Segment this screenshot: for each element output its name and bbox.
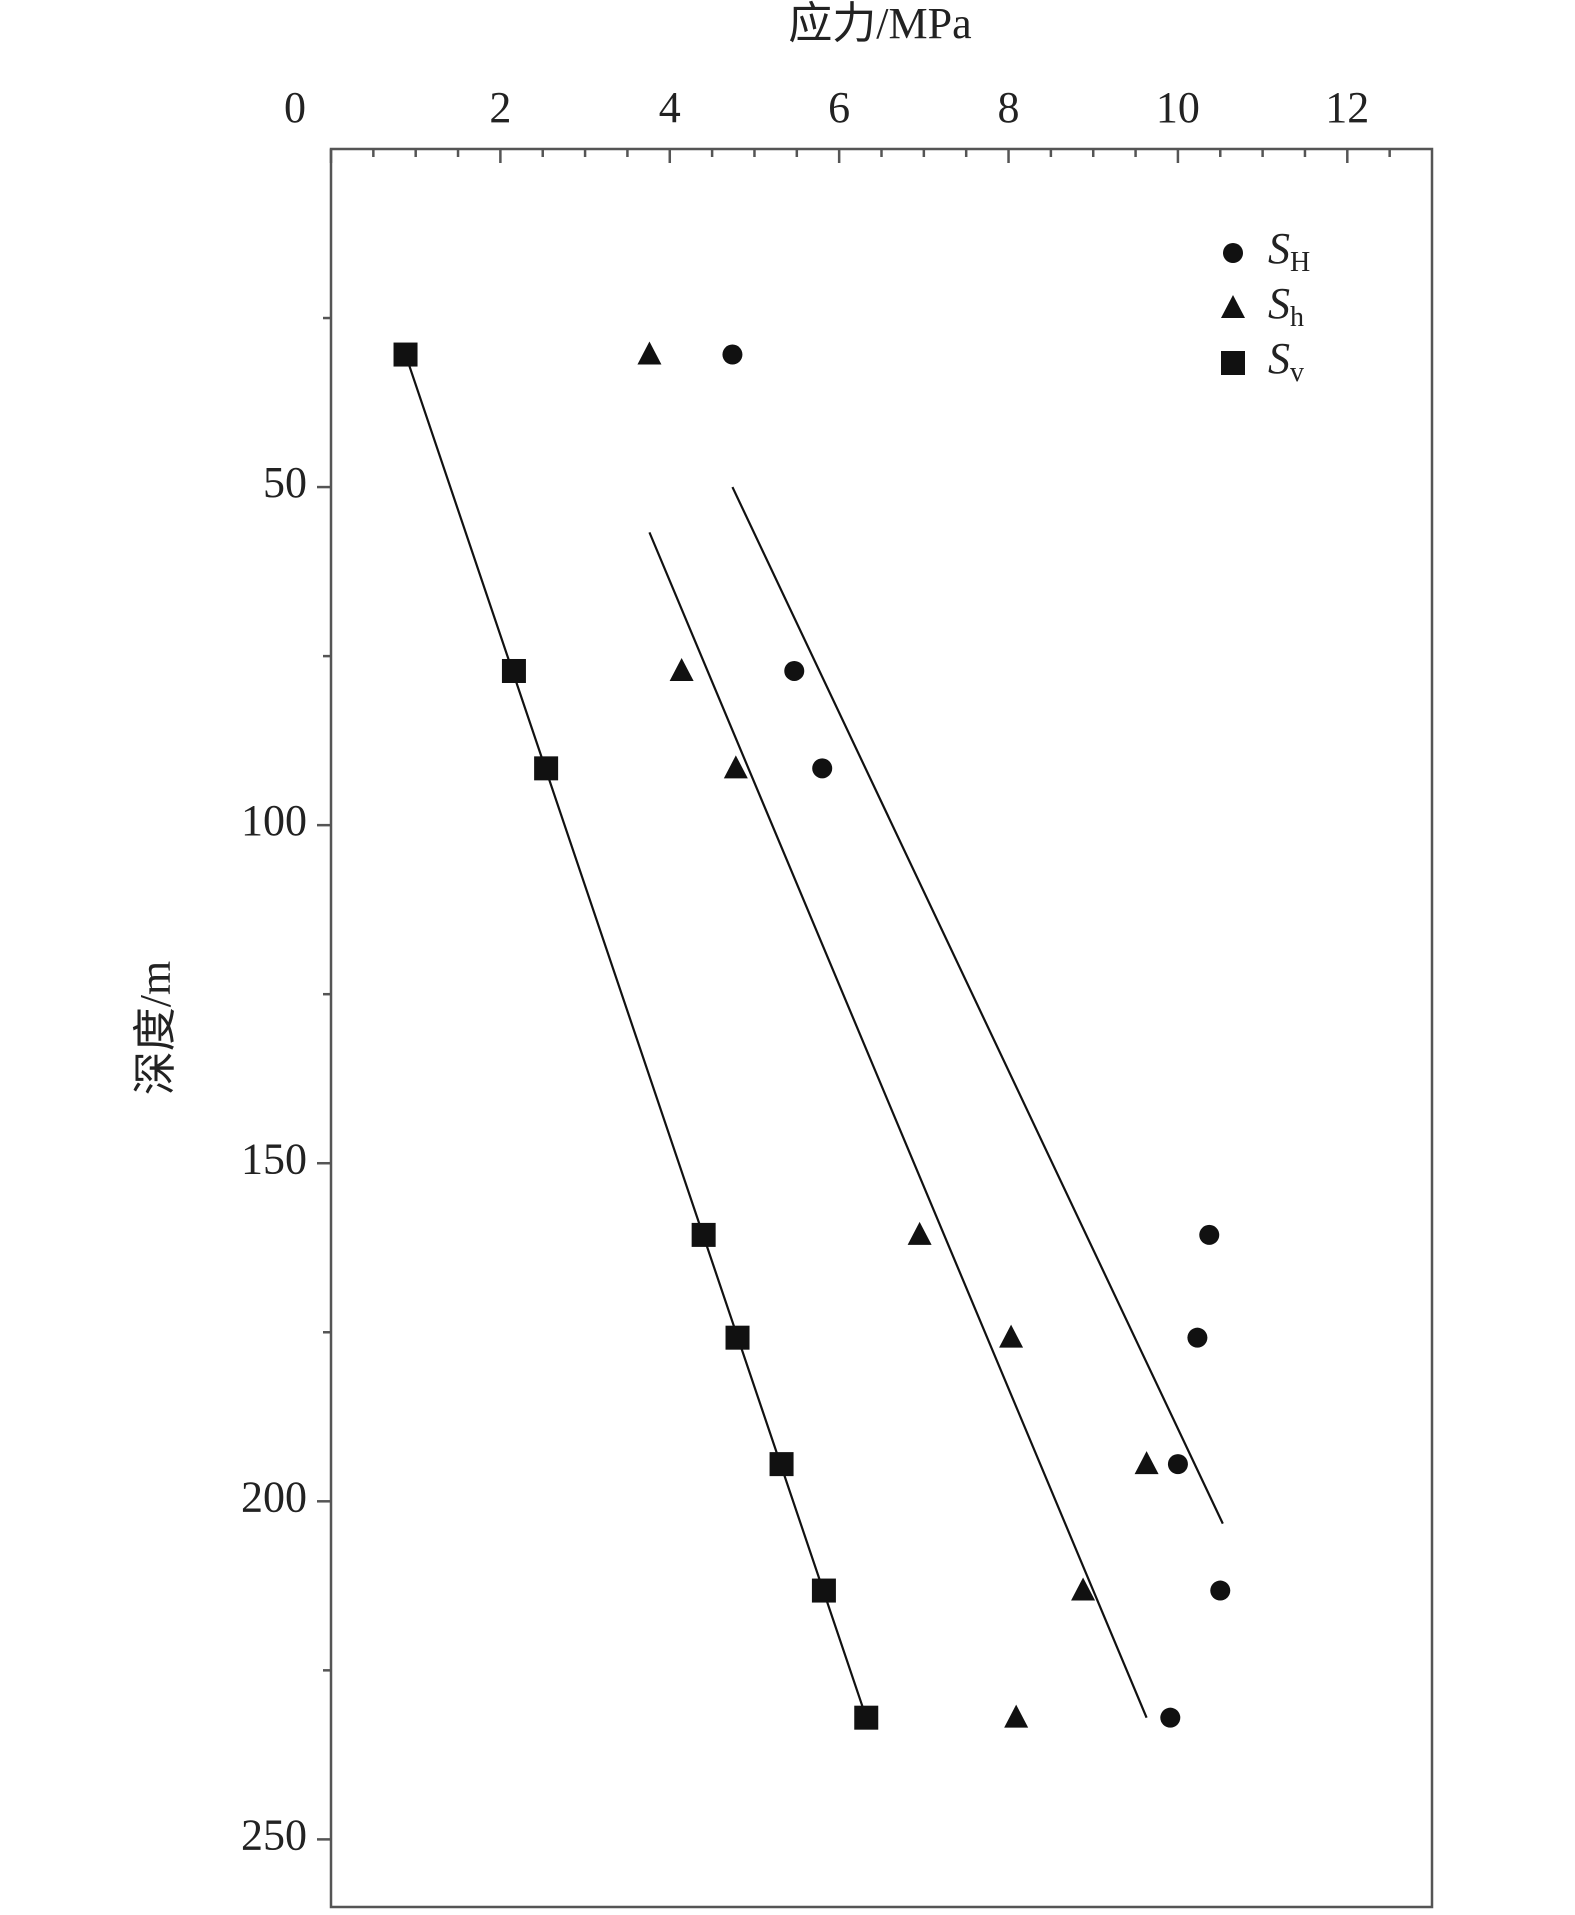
y-axis-title: 深度/m (131, 961, 180, 1095)
point (501, 658, 526, 683)
x-tick-label: 10 (1156, 83, 1200, 132)
point (1160, 1707, 1181, 1728)
y-tick-label: 50 (263, 458, 307, 507)
point (534, 756, 559, 781)
legend-label-main: S (1268, 224, 1290, 273)
point (999, 1324, 1024, 1348)
point (393, 342, 418, 367)
fit-line (731, 486, 1224, 1525)
legend-label-main: S (1268, 279, 1290, 328)
point (812, 758, 833, 779)
legend-marker (1221, 351, 1245, 375)
point (1071, 1577, 1096, 1601)
point (769, 1452, 794, 1477)
legend-label-sub: H (1290, 247, 1310, 278)
legend-label: Sv (1268, 334, 1304, 388)
legend-label-sub: v (1290, 357, 1304, 388)
point (669, 657, 694, 681)
y-tick-label: 250 (241, 1810, 307, 1859)
fit-line (404, 354, 868, 1719)
plot-frame (329, 147, 1434, 1909)
legend-label-main: S (1268, 334, 1290, 383)
x-tick-label: 6 (828, 83, 850, 132)
legend-label: SH (1268, 224, 1310, 278)
point (1210, 1580, 1231, 1601)
point (722, 344, 743, 365)
point (784, 660, 805, 681)
point (637, 341, 662, 365)
point (1167, 1454, 1188, 1475)
x-tick-label: 8 (998, 83, 1020, 132)
point (725, 1325, 750, 1350)
y-tick-label: 100 (241, 796, 307, 845)
y-tick-label: 150 (241, 1134, 307, 1183)
point (811, 1578, 836, 1603)
x-tick-label: 0 (284, 83, 306, 132)
x-tick-label: 4 (659, 83, 681, 132)
point (1199, 1224, 1220, 1245)
y-tick-label: 200 (241, 1472, 307, 1521)
legend-marker (1221, 295, 1245, 318)
legend-label-sub: h (1290, 302, 1304, 333)
x-tick-label: 2 (489, 83, 511, 132)
legend-label: Sh (1268, 279, 1304, 333)
point (1134, 1451, 1159, 1475)
point (907, 1221, 932, 1245)
fit-line (648, 531, 1148, 1719)
x-tick-label: 12 (1325, 83, 1369, 132)
point (854, 1705, 879, 1730)
legend-marker (1223, 243, 1243, 263)
point (1004, 1704, 1029, 1728)
point (1187, 1327, 1208, 1348)
x-axis-title: 应力/MPa (788, 0, 971, 48)
point (691, 1222, 716, 1247)
point (723, 755, 748, 779)
